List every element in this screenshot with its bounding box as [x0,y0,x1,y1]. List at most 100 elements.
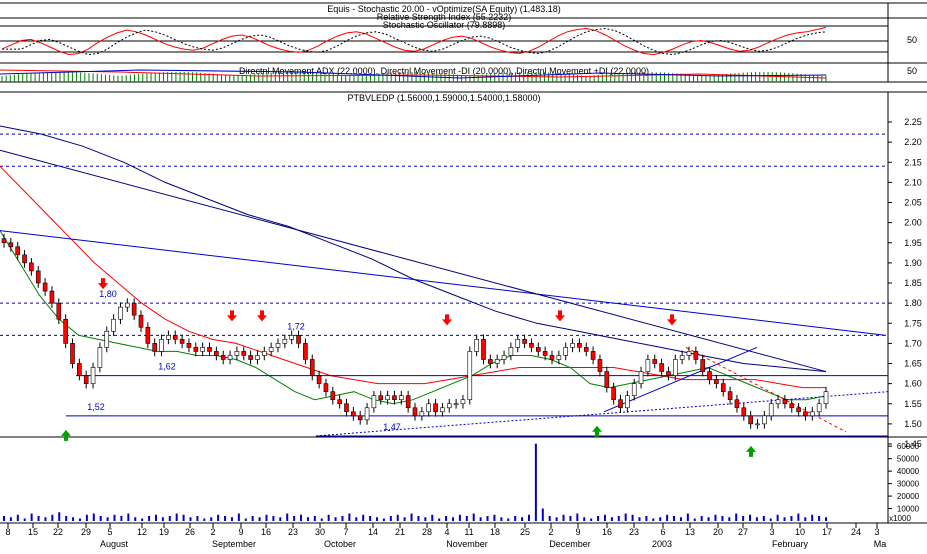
candle-body [309,359,315,376]
volume-bar [230,517,233,521]
buy-arrow-icon [592,425,602,437]
volume-bar [210,517,213,521]
volume-bar [790,516,793,521]
candle-body [351,411,356,417]
volume-bar [472,513,475,521]
candle-body [193,347,199,352]
volume-bar [99,516,102,521]
volume-bar [735,513,738,521]
candle-body [515,339,521,348]
volume-bar [348,513,351,521]
candle-body [138,314,144,328]
volume-bar [65,516,68,521]
volume-tick-label: 10000 [897,505,920,514]
volume-bar [769,518,772,521]
volume-bar [9,517,12,521]
candle-body [625,395,630,409]
candle-body [405,395,411,409]
x-tick-label: 2 [210,527,215,537]
volume-tick-label: 20000 [897,492,920,501]
candle-body [419,411,425,417]
candle-body [131,302,137,316]
price-grid [0,133,888,336]
volume-bar [617,516,620,521]
candle-body [590,351,596,360]
sell-arrow-icon [227,310,237,322]
volume-bar [749,514,752,521]
candle-body [672,359,678,376]
candle-body [104,330,110,348]
volume-bar [293,516,296,521]
x-month-label: August [100,539,129,549]
candle-body [577,343,582,348]
x-tick-label: 18 [490,527,500,537]
x-tick-label: 23 [288,527,298,537]
volume-bar [306,517,309,521]
x-tick-label: 22 [53,527,63,537]
oscillator-panel [0,25,888,56]
y-tick-label: 2.20 [904,137,922,147]
candle-body [707,371,712,380]
candle-body [70,343,75,364]
candle-body [460,399,466,405]
candle-body [570,343,575,348]
volume-bar [500,517,503,521]
volume-bar [514,516,517,521]
volume-bar [300,514,303,521]
volume-bar [818,516,821,521]
x-tick-label: 29 [81,527,91,537]
candle-body [816,403,822,413]
rsi-title: Relative Strength Index (55.2232) [377,12,512,22]
volume-bar [161,517,164,521]
adx-plus-di-line [0,69,827,79]
volume-bar [583,517,586,521]
volume-bar [58,512,61,521]
candle-body [789,403,795,409]
volume-bar [78,518,81,521]
annotations: 1,80 1,72 1,62 1,52 1,47 [87,289,401,432]
candle-body [166,335,171,340]
candle-body [563,347,569,356]
x-month-label: September [212,539,256,549]
candle-body [529,343,534,348]
x-tick-label: 20 [713,527,723,537]
long-trend-channel [0,149,827,373]
volume-bar [389,516,392,521]
candle-body [15,246,20,256]
candle-body [344,403,349,413]
falling-dotted-trendline [685,346,847,433]
volume-bar [603,514,606,521]
volume-bar [369,516,372,521]
volume-bar [362,514,365,521]
volume-bar [686,513,689,521]
candle-body [433,403,438,413]
volume-tick-label: 30000 [897,480,920,489]
candle-body [488,359,493,364]
candle-body [720,383,726,392]
volume-bar [251,516,254,521]
candle-body [741,407,747,417]
x-tick-label: 27 [738,527,748,537]
volume-bar [286,513,289,521]
candle-body [446,403,452,409]
y-tick-label: 1.75 [904,318,922,328]
candle-body [803,411,808,417]
volume-bar [562,514,565,521]
volume-bar [693,518,696,521]
volume-bar [755,517,758,521]
volume-bar [527,514,530,521]
candle-body [604,371,610,388]
candle-body [289,335,295,340]
volume-bar [244,518,247,521]
volume-bar [30,513,33,521]
volume-bar [327,514,330,521]
x-tick-label: 12 [137,527,147,537]
candle-body [597,359,603,372]
candle-body [748,415,753,425]
candle-body [316,375,322,384]
volume-bar [51,514,54,521]
x-tick-label: 11 [464,527,473,537]
volume-bar [3,516,5,521]
price-annotation: 1,80 [99,289,117,299]
volume-panel: 60000 50000 40000 30000 20000 10000 [3,442,920,521]
